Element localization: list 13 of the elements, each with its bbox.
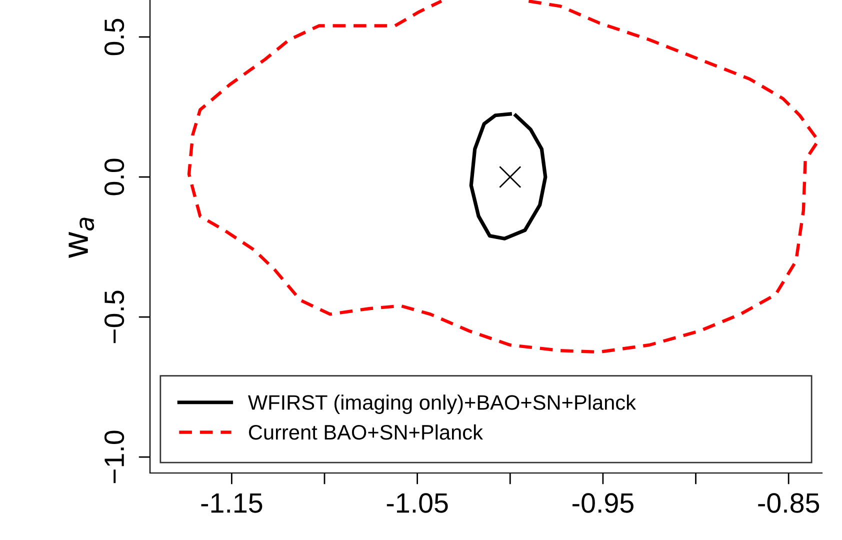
- y-tick-label: −1.0: [104, 430, 124, 484]
- y-tick-label: −0.5: [104, 290, 124, 344]
- y-tick-label: 0.0: [104, 158, 124, 196]
- y-tick-label: 0.5: [104, 18, 124, 56]
- legend-label: Current BAO+SN+Planck: [248, 424, 484, 440]
- y-axis-title: w$_{a}$: [68, 218, 94, 258]
- x-tick-label: -1.15: [201, 493, 262, 513]
- x-tick-label: -1.05: [386, 493, 448, 513]
- legend-label: WFIRST (imaging only)+BAO+SN+Planck: [248, 394, 636, 414]
- line-series: [187, 0, 820, 354]
- line-series: [469, 112, 548, 240]
- x-tick-label: -0.85: [758, 493, 820, 513]
- x-tick-label: -0.95: [572, 493, 634, 513]
